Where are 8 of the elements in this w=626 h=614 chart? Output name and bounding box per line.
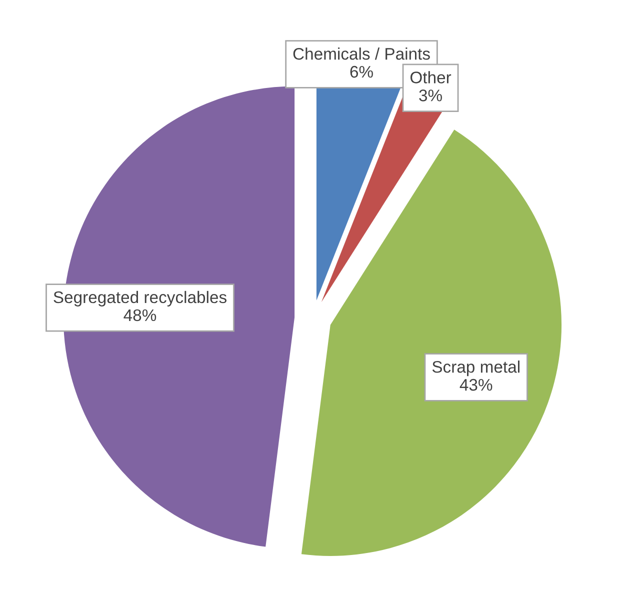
slice-label: Segregated recyclables <box>54 290 226 306</box>
data-label: 48% <box>124 309 156 322</box>
slice-label: Other <box>410 71 452 84</box>
slice-label: Scrap metal <box>432 360 520 376</box>
slice-label: Chemicals / Paints <box>293 48 430 60</box>
data-label: 3% <box>419 90 442 102</box>
data-label: 43% <box>460 378 492 391</box>
data-label: 6% <box>350 66 373 78</box>
